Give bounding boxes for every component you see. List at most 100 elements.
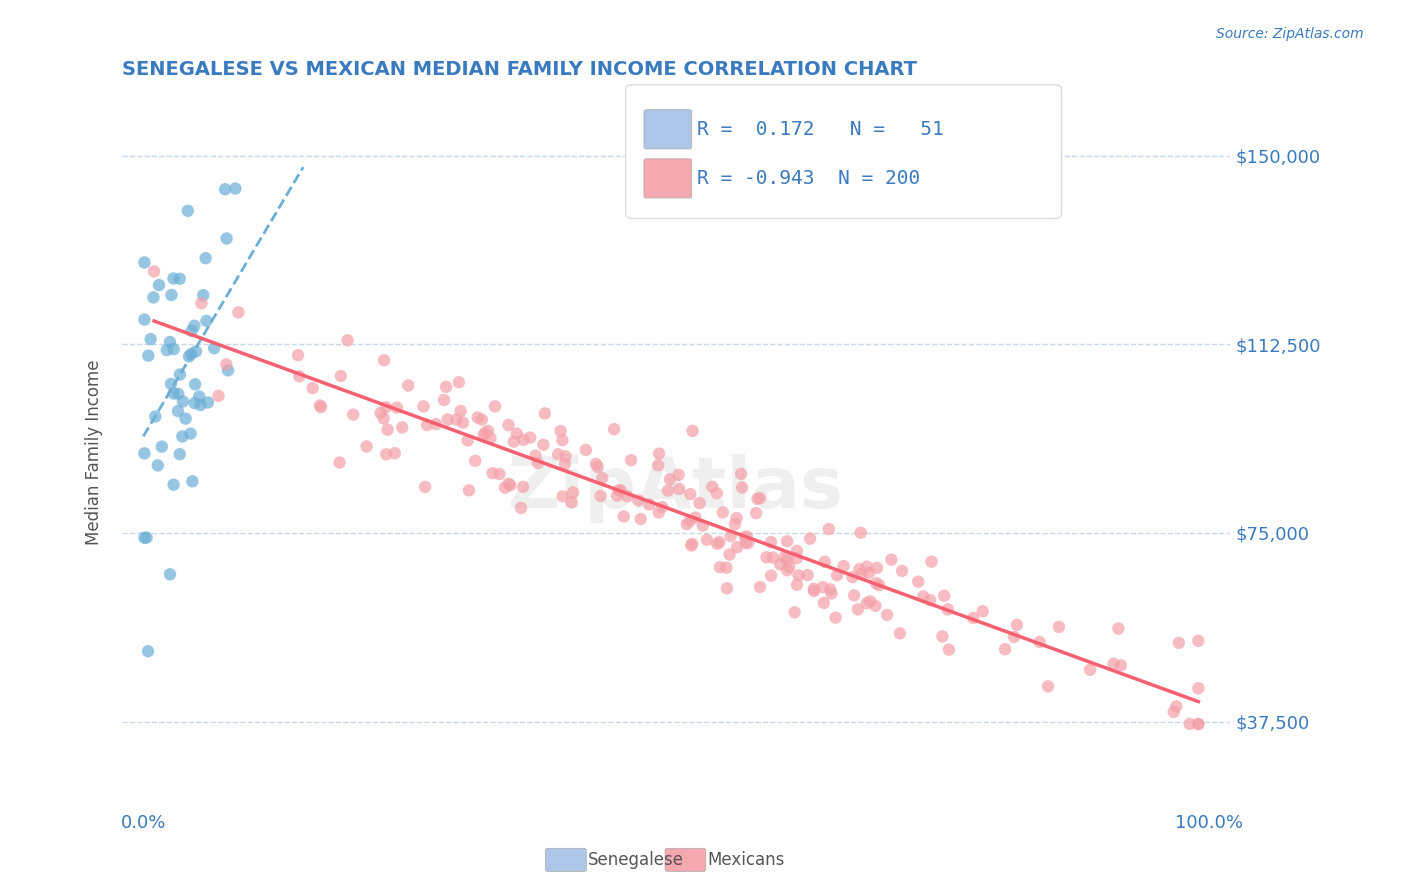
Point [533, 437, 555, 451]
Point [865, 599, 887, 613]
Point [512, 433, 534, 447]
Point [921, 555, 943, 569]
Point [786, 551, 808, 566]
Point [288, 369, 311, 384]
Point [396, 378, 419, 392]
Point [457, 434, 479, 448]
Point [167, 386, 190, 401]
Point [1002, 630, 1025, 644]
Point [731, 481, 754, 495]
Point [725, 540, 748, 554]
Point [479, 431, 502, 445]
Point [550, 424, 572, 438]
Point [855, 596, 877, 610]
Point [755, 550, 778, 565]
Point [494, 481, 516, 495]
Point [689, 496, 711, 510]
Point [787, 568, 810, 582]
Point [436, 412, 458, 426]
Point [224, 181, 246, 195]
Point [880, 552, 903, 566]
Point [648, 447, 671, 461]
Point [329, 456, 352, 470]
Point [1047, 620, 1070, 634]
Point [776, 552, 799, 566]
Point [160, 376, 183, 391]
Point [620, 453, 643, 467]
Point [858, 566, 880, 580]
Point [749, 580, 772, 594]
Point [907, 574, 929, 589]
Point [972, 604, 994, 618]
Point [648, 506, 671, 520]
Point [502, 434, 524, 449]
Point [668, 467, 690, 482]
Point [1036, 680, 1059, 694]
Point [679, 487, 702, 501]
Text: ZipAtlas: ZipAtlas [508, 454, 844, 523]
Point [524, 449, 547, 463]
Point [188, 390, 211, 404]
Point [796, 568, 818, 582]
Point [547, 447, 569, 461]
Point [375, 401, 398, 415]
Point [737, 536, 759, 550]
Point [1005, 617, 1028, 632]
Point [134, 531, 156, 545]
Point [659, 472, 682, 486]
Point [474, 425, 496, 440]
Point [498, 476, 520, 491]
Point [607, 483, 630, 498]
Point [841, 570, 863, 584]
Point [477, 424, 499, 438]
Point [412, 400, 434, 414]
Point [676, 517, 699, 532]
Point [1078, 663, 1101, 677]
Point [709, 560, 731, 574]
Point [416, 417, 439, 432]
Point [783, 606, 806, 620]
Point [638, 498, 661, 512]
Point [562, 485, 585, 500]
Point [534, 406, 557, 420]
Point [180, 426, 202, 441]
Point [202, 341, 225, 355]
Point [446, 412, 468, 426]
Point [1166, 699, 1188, 714]
Point [464, 454, 486, 468]
Point [519, 431, 541, 445]
Point [702, 480, 724, 494]
Point [342, 408, 364, 422]
Point [842, 588, 865, 602]
Point [716, 582, 738, 596]
Point [846, 602, 869, 616]
Point [1109, 658, 1132, 673]
Point [778, 559, 800, 574]
Point [136, 644, 159, 658]
Point [183, 396, 205, 410]
Point [936, 602, 959, 616]
Point [458, 483, 481, 498]
Point [554, 457, 576, 471]
Point [876, 607, 898, 622]
Text: SENEGALESE VS MEXICAN MEDIAN FAMILY INCOME CORRELATION CHART: SENEGALESE VS MEXICAN MEDIAN FAMILY INCO… [122, 60, 917, 78]
Point [184, 377, 207, 392]
Point [190, 296, 212, 310]
Point [142, 290, 165, 304]
Point [139, 332, 162, 346]
Point [759, 535, 782, 549]
Point [506, 426, 529, 441]
Point [682, 424, 704, 438]
Point [150, 440, 173, 454]
Point [385, 401, 408, 415]
Point [488, 467, 510, 481]
Point [994, 642, 1017, 657]
Point [657, 483, 679, 498]
Point [603, 422, 626, 436]
Point [938, 642, 960, 657]
Point [551, 433, 574, 447]
Point [197, 395, 219, 409]
Point [730, 467, 752, 481]
Point [336, 333, 359, 347]
Point [685, 510, 707, 524]
